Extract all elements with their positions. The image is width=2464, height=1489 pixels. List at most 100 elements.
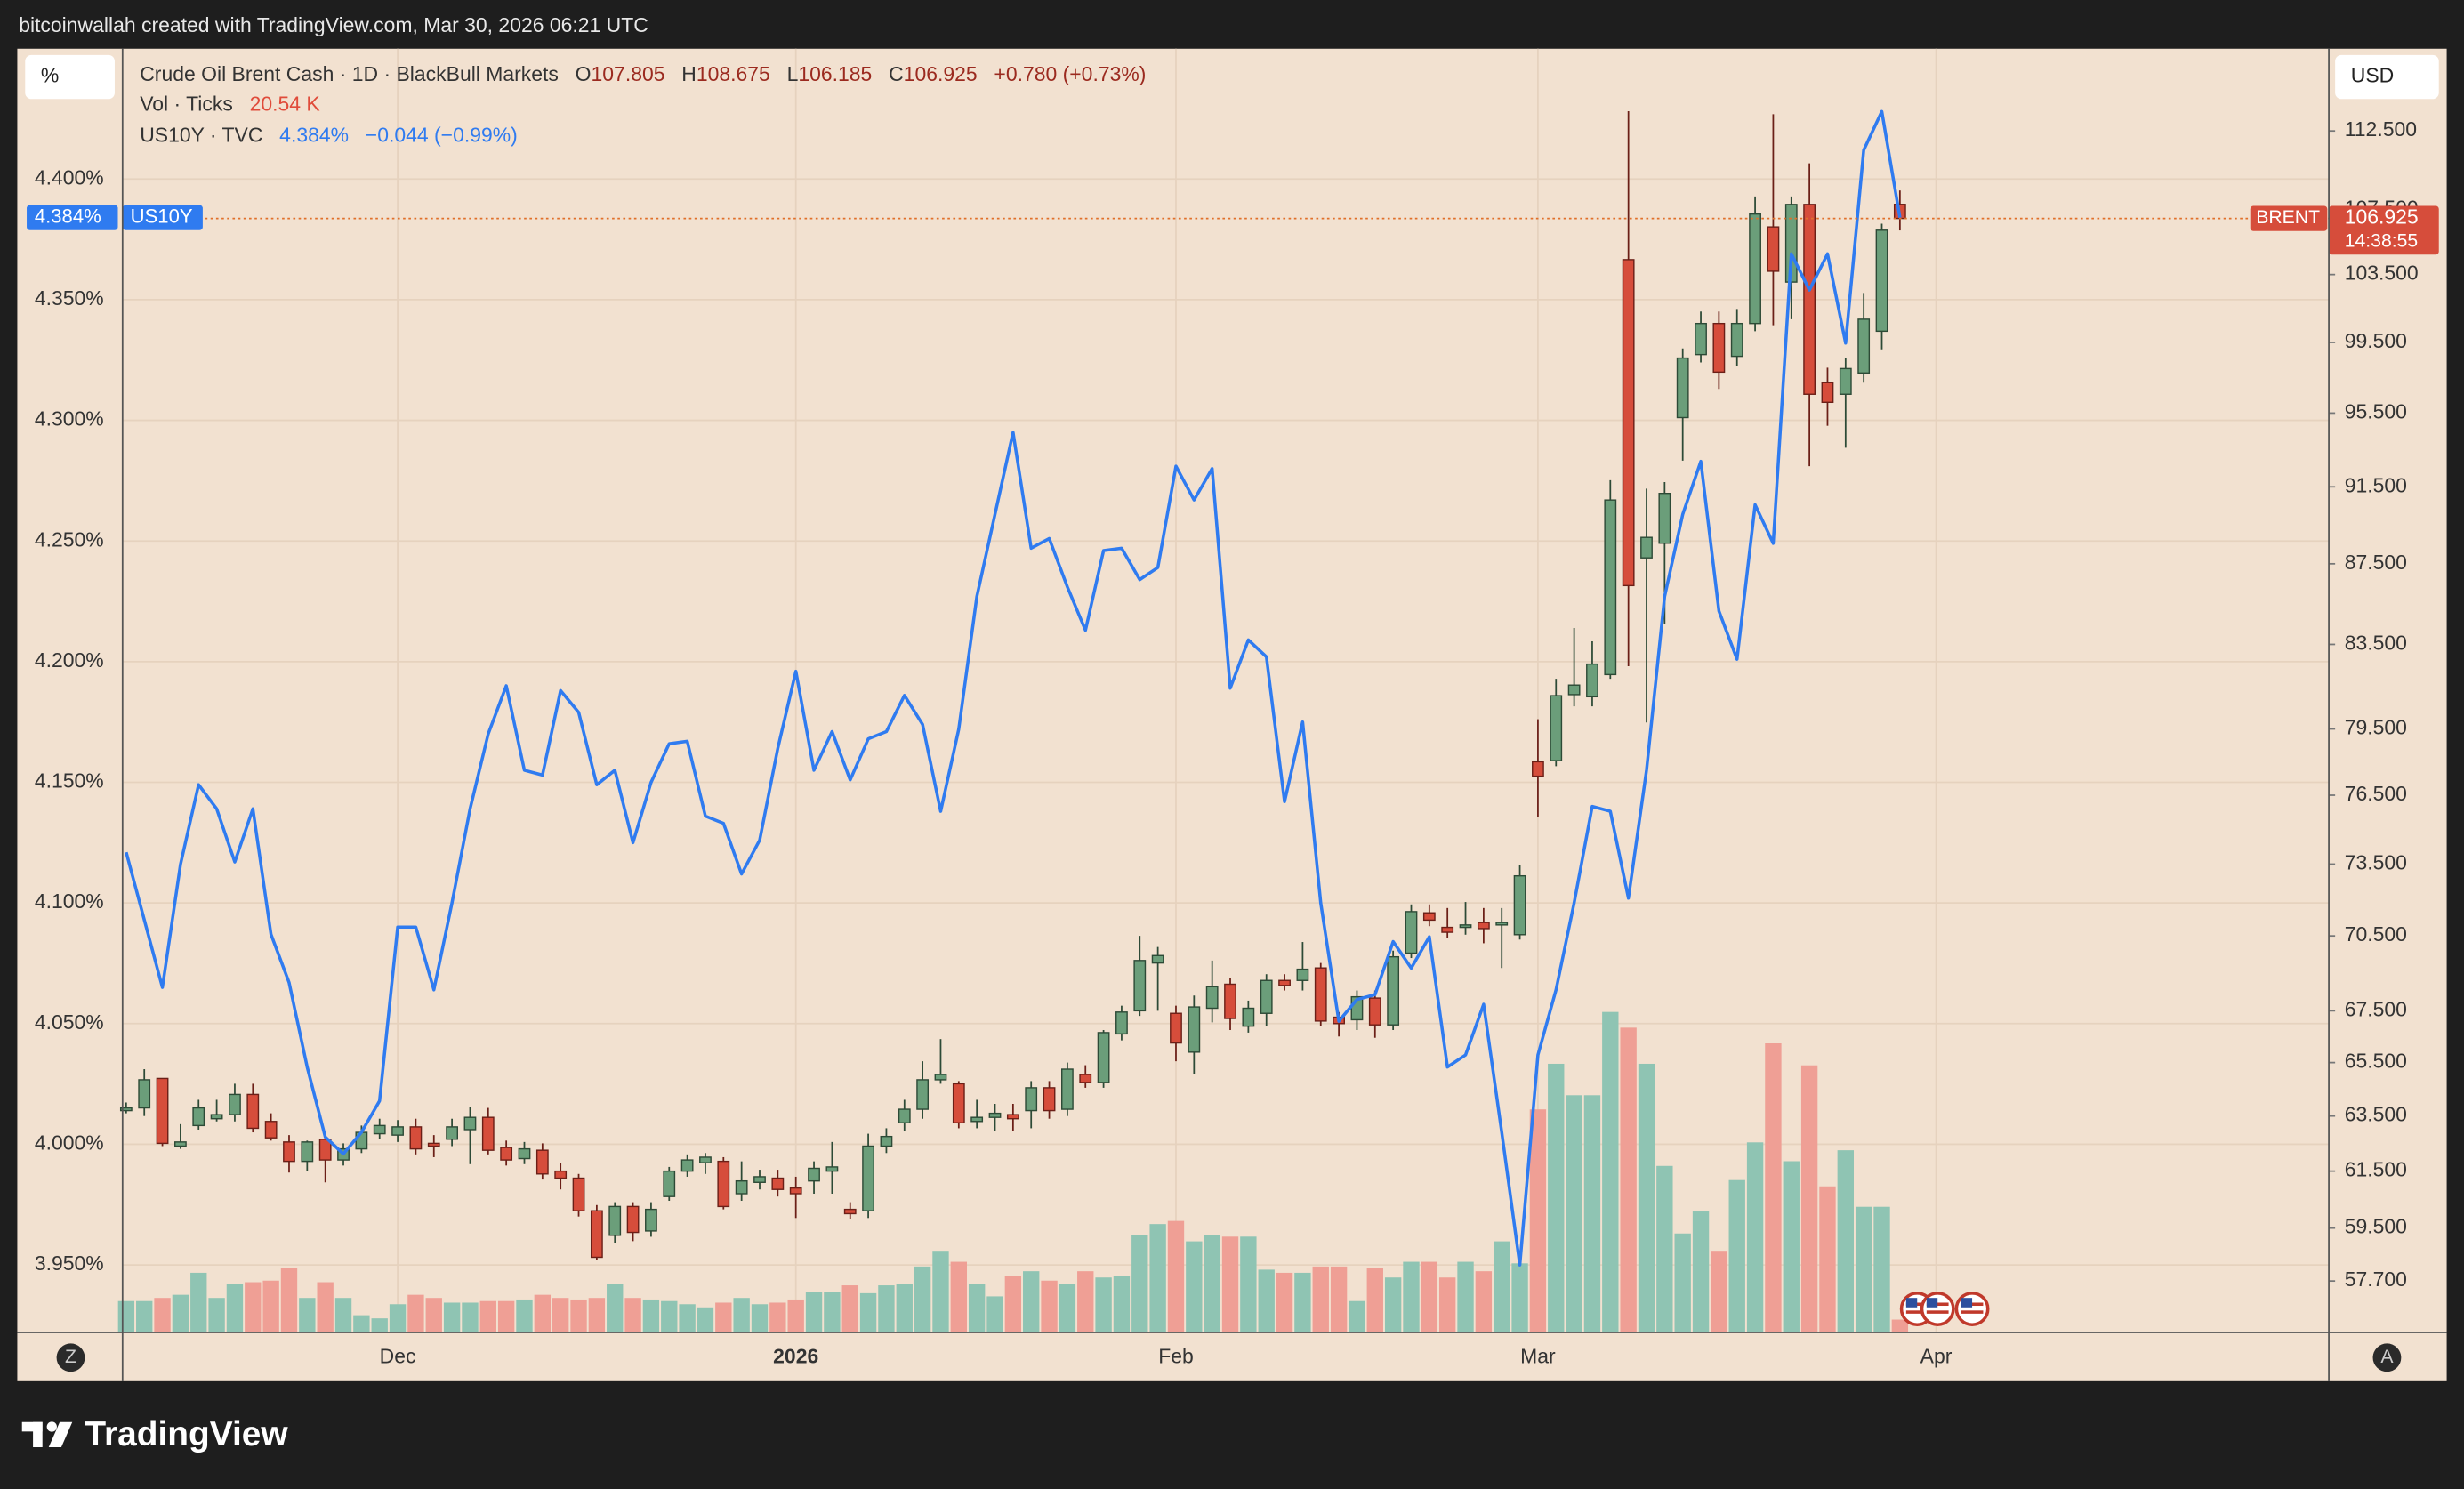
volume-bar — [1602, 1011, 1619, 1333]
volume-bar — [425, 1298, 442, 1333]
legend-brent: Crude Oil Brent Cash · 1D · BlackBull Ma… — [140, 62, 1146, 85]
candle-body — [463, 1116, 477, 1131]
y2-tick-label: 4.200% — [35, 648, 104, 672]
x-tick-label: Feb — [1158, 1344, 1194, 1367]
candle-body — [373, 1124, 386, 1135]
candle-body — [1676, 357, 1689, 419]
button-label[interactable]: USD — [2351, 64, 2394, 87]
volume-bar — [371, 1318, 388, 1333]
volume-bar — [1186, 1241, 1203, 1333]
ohlc-value: 106.185 — [798, 62, 872, 85]
ohlc-label: H — [681, 62, 697, 85]
candle-body — [680, 1159, 694, 1172]
candle-body — [1695, 322, 1707, 356]
candle-body — [608, 1205, 622, 1236]
button-label[interactable]: Z — [65, 1347, 76, 1367]
candle-body — [1730, 322, 1743, 358]
currency-button[interactable]: USD — [2335, 54, 2439, 100]
y2-tick-label: 4.150% — [35, 769, 104, 793]
candle-body — [1006, 1114, 1019, 1120]
button-label[interactable]: A — [2380, 1347, 2394, 1367]
event-flags[interactable] — [1899, 1292, 1990, 1326]
candle-body — [1567, 684, 1581, 696]
volume-bar — [1403, 1261, 1420, 1333]
y-tick-label: 112.500 — [2345, 117, 2417, 141]
volume-bar — [1494, 1241, 1510, 1333]
volume-bar — [1023, 1271, 1040, 1333]
x-tick-label: Mar — [1520, 1344, 1556, 1367]
logo-text: TradingView — [85, 1415, 288, 1453]
candle-body — [1857, 318, 1871, 374]
volume-bar — [1095, 1277, 1112, 1333]
button-box[interactable] — [2335, 54, 2439, 100]
button-label[interactable]: % — [41, 64, 59, 87]
volume-bar — [769, 1302, 786, 1333]
candle-body — [825, 1166, 839, 1172]
candle-body — [988, 1112, 1002, 1118]
zoom-button[interactable]: Z — [56, 1343, 85, 1372]
yield-change: −0.044 (−0.99%) — [366, 124, 518, 147]
volume-bar — [1366, 1268, 1383, 1333]
candle-body — [934, 1074, 947, 1081]
x-tick-label: Dec — [380, 1344, 416, 1367]
volume-bar — [389, 1304, 407, 1333]
candle-body — [1513, 874, 1526, 936]
legend: Crude Oil Brent Cash · 1D · BlackBull Ma… — [140, 62, 1146, 147]
candle-body — [808, 1167, 820, 1182]
volume-bar — [1475, 1271, 1493, 1333]
candle-body — [843, 1208, 857, 1215]
candle-body — [1839, 367, 1852, 395]
button-circle[interactable] — [56, 1343, 85, 1372]
candle-body — [1477, 922, 1490, 930]
y-tick-label: 103.500 — [2345, 262, 2419, 285]
candle-body — [481, 1116, 495, 1151]
volume-bar — [805, 1292, 823, 1333]
candle-body — [264, 1121, 278, 1139]
legend-name: Vol · Ticks — [140, 92, 233, 115]
logo-icon — [48, 1421, 73, 1448]
candle-body — [210, 1114, 223, 1120]
candle-body — [1188, 1006, 1201, 1053]
change: +0.780 (+0.73%) — [994, 62, 1146, 85]
volume-bar — [136, 1300, 153, 1333]
volume-bar — [1529, 1109, 1547, 1333]
volume-bar — [1384, 1277, 1402, 1333]
candle-body — [1586, 663, 1598, 698]
percent-button[interactable]: % — [25, 54, 115, 100]
candle-body — [174, 1141, 187, 1147]
volume-bar — [1638, 1063, 1655, 1333]
volume-bar — [1746, 1142, 1764, 1333]
auto-button[interactable]: A — [2372, 1343, 2402, 1372]
flag[interactable] — [1920, 1292, 1955, 1326]
volume-bar — [914, 1266, 931, 1333]
candle-body — [1314, 967, 1327, 1022]
countdown: 14:38:55 — [2345, 231, 2418, 252]
volume-bar — [859, 1292, 877, 1333]
y-tick-label: 79.500 — [2345, 716, 2407, 739]
candle-body — [1658, 493, 1671, 544]
volume-bar — [1204, 1235, 1220, 1333]
candle-body — [554, 1170, 568, 1179]
button-box[interactable] — [25, 54, 115, 100]
candle-body — [518, 1147, 531, 1160]
volume-bar — [950, 1261, 968, 1333]
candle-body — [1151, 954, 1164, 964]
button-circle[interactable] — [2372, 1343, 2402, 1372]
y-tick-label: 91.500 — [2345, 473, 2407, 496]
ohlc-label: O — [576, 62, 592, 85]
candle-body — [771, 1177, 785, 1190]
volume-bar — [697, 1307, 714, 1333]
candle-body — [699, 1156, 712, 1163]
candle-body — [717, 1160, 730, 1208]
candle-body — [409, 1126, 423, 1150]
logo-icon — [46, 1421, 57, 1432]
volume-bar — [172, 1294, 189, 1333]
volume-bar — [534, 1294, 552, 1333]
volume-bar — [1837, 1150, 1854, 1333]
candle-body — [1296, 968, 1309, 981]
volume-bar — [1891, 1319, 1909, 1333]
y-tick-label: 59.500 — [2345, 1215, 2407, 1238]
volume-bar — [1548, 1063, 1565, 1333]
flag[interactable] — [1954, 1292, 1990, 1326]
